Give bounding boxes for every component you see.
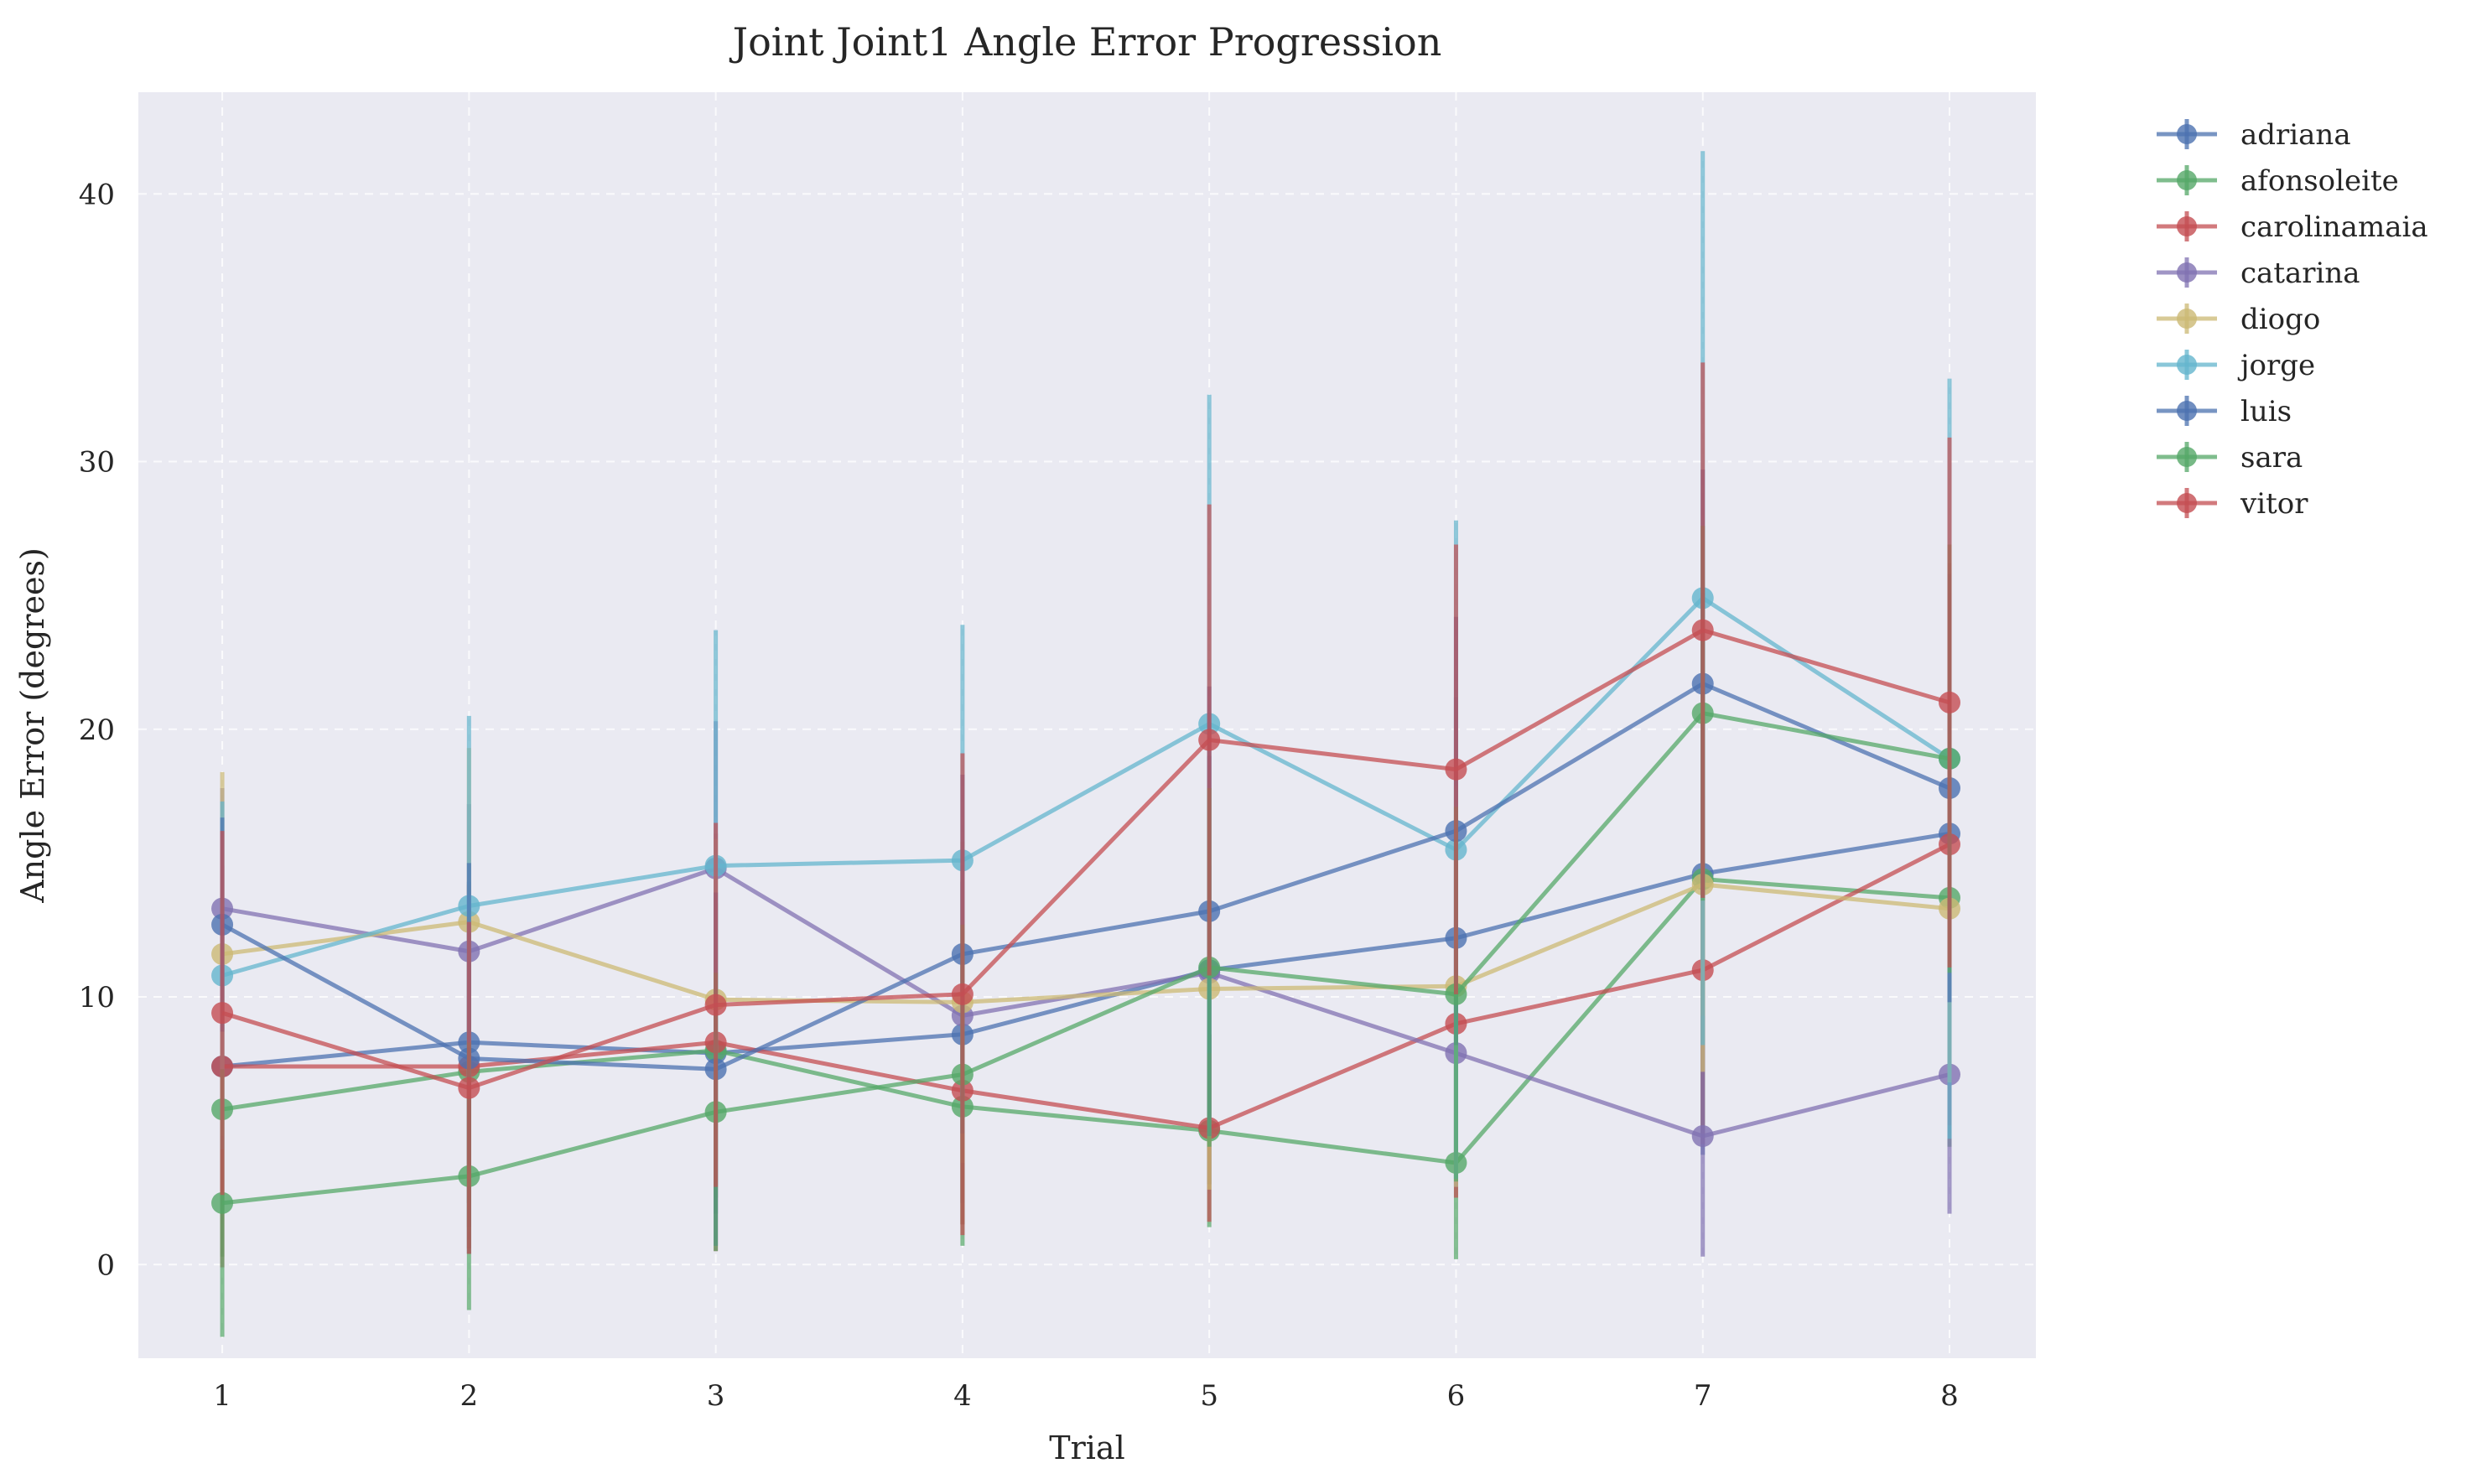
legend-label: vitor: [2240, 487, 2308, 521]
legend-item-vitor: vitor: [2157, 487, 2308, 521]
data-point-vitor: [211, 1002, 234, 1025]
x-tick-label: 6: [1447, 1379, 1466, 1413]
x-tick-label: 2: [460, 1379, 479, 1413]
legend-label: jorge: [2237, 349, 2315, 382]
x-tick-label: 7: [1694, 1379, 1712, 1413]
legend-marker: [2177, 262, 2197, 283]
y-axis-ticks: 0 10 20 30 40: [79, 178, 115, 1282]
legend-label: afonsoleite: [2240, 164, 2399, 198]
plot-area: [138, 92, 2036, 1358]
x-tick-label: 5: [1200, 1379, 1218, 1413]
series-line-luis: [221, 682, 1950, 1071]
series-line-diogo: [221, 882, 1950, 1004]
legend-label: luis: [2240, 395, 2292, 428]
y-tick-label: 40: [79, 178, 115, 211]
series-line-sara: [221, 711, 1950, 1206]
legend-label: sara: [2240, 441, 2303, 475]
legend: adriana afonsoleite carolinamaia catarina di…: [2157, 118, 2428, 521]
series-layer: [211, 151, 1961, 1337]
data-point-vitor: [1939, 691, 1961, 713]
series-vitor: [211, 362, 1961, 1254]
y-axis-title: Angle Error (degrees): [14, 547, 51, 904]
legend-item-jorge: jorge: [2157, 349, 2315, 382]
legend-marker: [2177, 216, 2197, 236]
legend-marker: [2177, 355, 2197, 375]
legend-item-luis: luis: [2157, 395, 2292, 428]
legend-label: adriana: [2240, 118, 2351, 152]
legend-label: diogo: [2240, 303, 2320, 336]
series-line-afonsoleite: [221, 877, 1950, 1165]
data-point-catarina: [1691, 1125, 1714, 1148]
data-point-vitor: [704, 994, 727, 1016]
y-tick-label: 30: [79, 446, 115, 480]
legend-item-catarina: catarina: [2157, 257, 2360, 290]
legend-item-adriana: adriana: [2157, 118, 2351, 152]
legend-label: catarina: [2240, 257, 2360, 290]
x-tick-label: 8: [1940, 1379, 1959, 1413]
legend-item-sara: sara: [2157, 441, 2303, 475]
legend-marker: [2177, 124, 2197, 144]
y-tick-label: 0: [96, 1248, 115, 1282]
x-tick-label: 4: [953, 1379, 972, 1413]
y-tick-label: 10: [79, 981, 115, 1014]
data-point-sara: [211, 1191, 234, 1214]
legend-marker: [2177, 401, 2197, 421]
legend-marker: [2177, 309, 2197, 329]
data-point-vitor: [1691, 619, 1714, 641]
x-tick-label: 1: [213, 1379, 231, 1413]
data-point-vitor: [951, 983, 974, 1005]
data-point-vitor: [1198, 729, 1221, 751]
data-point-vitor: [1445, 758, 1467, 781]
legend-item-afonsoleite: afonsoleite: [2157, 164, 2399, 198]
legend-label: carolinamaia: [2240, 210, 2428, 244]
data-point-vitor: [458, 1077, 480, 1099]
x-axis-title: Trial: [1049, 1430, 1124, 1466]
legend-marker: [2177, 493, 2197, 513]
legend-marker: [2177, 170, 2197, 190]
y-tick-label: 20: [79, 713, 115, 747]
series-line-carolinamaia: [222, 842, 1951, 1130]
x-axis-ticks: 1 2 3 4 5 6 7 8: [213, 1379, 1959, 1413]
legend-item-carolinamaia: carolinamaia: [2157, 210, 2428, 244]
series-line-vitor: [221, 628, 1950, 1091]
legend-item-diogo: diogo: [2157, 303, 2320, 336]
series-line-adriana: [221, 831, 1950, 1069]
series-line-jorge: [221, 595, 1951, 978]
legend-marker: [2177, 447, 2197, 467]
chart-title: Joint Joint1 Angle Error Progression: [729, 19, 1442, 65]
x-tick-label: 3: [707, 1379, 725, 1413]
